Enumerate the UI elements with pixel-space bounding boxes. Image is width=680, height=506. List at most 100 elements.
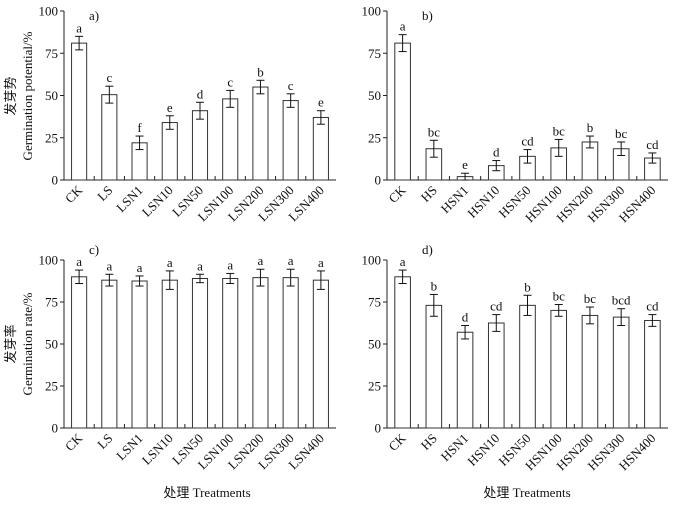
- y-tick-label-a: 25: [45, 130, 58, 145]
- panel-label-b: b): [422, 8, 433, 23]
- significance-letter-d-HSN300: bcd: [612, 293, 631, 308]
- significance-letter-a-LSN100: c: [227, 74, 233, 89]
- bar-a-LSN300: [282, 100, 299, 181]
- y-tick-label-b: 25: [368, 130, 381, 145]
- y-tick-label-d: 0: [375, 421, 382, 436]
- significance-letter-b-HS: bc: [428, 124, 441, 139]
- significance-letter-c-LSN200: a: [258, 253, 264, 268]
- significance-letter-c-LSN400: a: [318, 255, 324, 270]
- significance-letter-a-LSN300: c: [288, 78, 294, 93]
- ylabel-c: Germination rate/%: [20, 292, 35, 395]
- y-tick-label-c: 75: [45, 295, 58, 310]
- y-tick-label-a: 75: [45, 46, 58, 61]
- bar-c-LSN100: [222, 277, 239, 429]
- y-tick-label-b: 100: [362, 4, 382, 19]
- x-tick-label-c-LSN10: LSN10: [139, 431, 176, 468]
- significance-letter-c-LSN10: a: [167, 255, 173, 270]
- significance-letter-b-CK: a: [400, 19, 406, 34]
- significance-letter-b-HSN10: d: [493, 145, 500, 160]
- y-tick-label-b: 0: [375, 173, 382, 188]
- y-tick-label-a: 0: [52, 173, 59, 188]
- bar-a-CK: [71, 42, 88, 181]
- bar-d-HSN100: [550, 309, 568, 429]
- significance-letter-a-LSN1: f: [137, 120, 142, 135]
- x-tick-label-a-LSN10: LSN10: [139, 183, 176, 220]
- significance-letter-c-LSN50: a: [197, 258, 203, 273]
- bar-d-HSN10: [487, 322, 505, 429]
- bar-d-HSN50: [519, 304, 536, 429]
- significance-letter-c-LSN300: a: [288, 253, 294, 268]
- x-tick-label-b-CK: CK: [385, 182, 409, 206]
- significance-letter-a-LS: c: [106, 70, 112, 85]
- y-tick-label-b: 50: [368, 88, 381, 103]
- bar-a-LS: [101, 94, 118, 181]
- significance-letter-a-CK: a: [76, 20, 82, 35]
- significance-letter-d-HSN200: bc: [584, 291, 597, 306]
- y-tick-label-c: 50: [45, 337, 58, 352]
- y-tick-label-c: 25: [45, 379, 58, 394]
- x-tick-label-a-LS: LS: [94, 183, 115, 204]
- ylabel-cn-a: 发芽势: [3, 76, 18, 115]
- y-tick-label-c: 100: [39, 253, 59, 268]
- y-tick-label-c: 0: [52, 421, 59, 436]
- panel-label-a: a): [89, 8, 99, 23]
- bar-c-LSN1: [131, 280, 148, 429]
- significance-letter-d-HS: b: [431, 278, 438, 293]
- bar-d-HSN200: [581, 314, 599, 429]
- significance-letter-b-HSN50: cd: [521, 134, 534, 149]
- bar-b-CK: [394, 42, 411, 181]
- bar-d-HSN300: [612, 316, 630, 429]
- y-tick-label-d: 25: [368, 379, 381, 394]
- significance-letter-c-LSN1: a: [137, 260, 143, 275]
- bar-c-LS: [101, 279, 118, 429]
- x-tick-label-c-CK: CK: [62, 430, 86, 454]
- bar-c-LSN200: [252, 277, 269, 429]
- bar-d-HSN1: [456, 331, 474, 429]
- y-tick-label-b: 75: [368, 46, 381, 61]
- bar-a-LSN400: [312, 116, 329, 181]
- x-tick-label-b-HS: HS: [418, 183, 440, 205]
- bar-d-HSN400: [644, 319, 661, 429]
- significance-letter-b-HSN300: bc: [615, 126, 628, 141]
- significance-letter-d-HSN10: cd: [490, 299, 503, 314]
- significance-letter-c-LSN100: a: [227, 257, 233, 272]
- significance-letter-d-HSN400: cd: [646, 299, 659, 314]
- bar-d-HS: [425, 304, 443, 429]
- panel-label-d: d): [422, 242, 433, 257]
- significance-letter-a-LSN10: e: [167, 100, 173, 115]
- y-tick-label-d: 100: [362, 253, 382, 268]
- x-tick-label-c-LS: LS: [94, 431, 115, 452]
- x-tick-label-a-CK: CK: [62, 182, 86, 206]
- significance-letter-d-HSN100: bc: [553, 289, 566, 304]
- significance-letter-d-CK: a: [400, 254, 406, 269]
- x-tick-label-d-HSN10: HSN10: [464, 431, 502, 469]
- bar-d-CK: [394, 276, 411, 429]
- bar-a-LSN50: [191, 110, 209, 181]
- x-tick-label-b-HSN10: HSN10: [464, 183, 502, 221]
- x-tick-label-d-CK: CK: [385, 430, 409, 454]
- ylabel-a: Germination potential/%: [20, 31, 35, 160]
- y-tick-label-a: 100: [39, 4, 59, 19]
- significance-letter-a-LSN50: d: [197, 86, 204, 101]
- ylabel-cn-c: 发芽率: [3, 324, 18, 363]
- bar-c-LSN300: [282, 277, 299, 429]
- panel-label-c: c): [89, 242, 99, 257]
- significance-letter-b-HSN400: cd: [646, 137, 659, 152]
- bar-c-LSN10: [161, 279, 178, 429]
- significance-letter-d-HSN50: b: [524, 279, 531, 294]
- significance-letter-c-LS: a: [106, 258, 112, 273]
- xlabel-c: 处理 Treatments: [163, 485, 250, 500]
- bar-a-LSN200: [252, 86, 269, 181]
- significance-letter-b-HSN200: b: [587, 120, 594, 135]
- significance-letter-d-HSN1: d: [462, 310, 469, 325]
- bar-c-LSN400: [312, 279, 329, 429]
- y-tick-label-d: 50: [368, 337, 381, 352]
- significance-letter-b-HSN1: e: [462, 157, 468, 172]
- significance-letter-a-LSN400: e: [318, 95, 324, 110]
- bar-a-LSN10: [161, 122, 178, 181]
- bar-c-LSN50: [191, 277, 209, 429]
- bar-a-LSN100: [222, 98, 239, 181]
- xlabel-d: 处理 Treatments: [483, 485, 570, 500]
- bar-c-CK: [71, 276, 88, 429]
